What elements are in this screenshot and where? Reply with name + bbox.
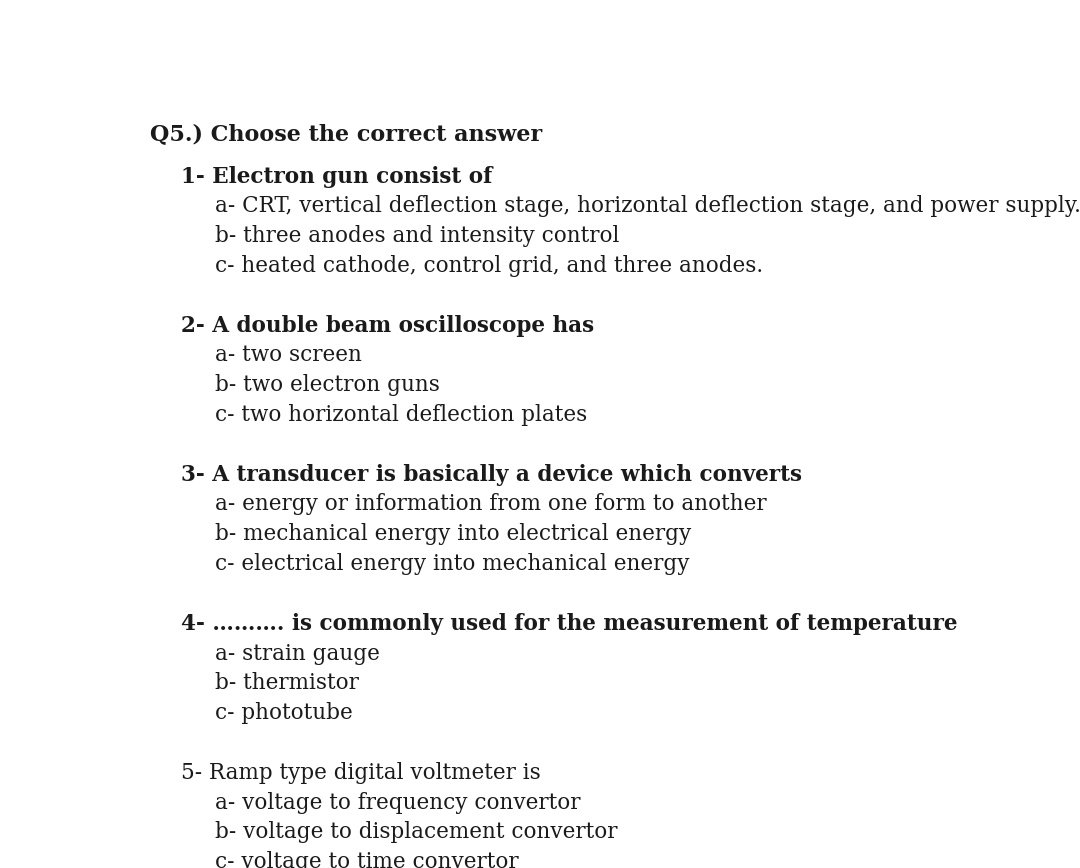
Text: a- strain gauge: a- strain gauge	[215, 642, 379, 665]
Text: b- thermistor: b- thermistor	[215, 672, 359, 694]
Text: b- mechanical energy into electrical energy: b- mechanical energy into electrical ene…	[215, 523, 691, 545]
Text: a- energy or information from one form to another: a- energy or information from one form t…	[215, 494, 766, 516]
Text: 2- A double beam oscilloscope has: 2- A double beam oscilloscope has	[181, 315, 594, 337]
Text: c- heated cathode, control grid, and three anodes.: c- heated cathode, control grid, and thr…	[215, 255, 762, 277]
Text: 1- Electron gun consist of: 1- Electron gun consist of	[181, 166, 492, 187]
Text: c- voltage to time convertor: c- voltage to time convertor	[215, 851, 518, 868]
Text: b- two electron guns: b- two electron guns	[215, 374, 440, 396]
Text: a- voltage to frequency convertor: a- voltage to frequency convertor	[215, 792, 580, 813]
Text: a- two screen: a- two screen	[215, 345, 362, 366]
Text: 4- ………. is commonly used for the measurement of temperature: 4- ………. is commonly used for the measure…	[181, 613, 958, 635]
Text: b- voltage to displacement convertor: b- voltage to displacement convertor	[215, 821, 617, 844]
Text: c- electrical energy into mechanical energy: c- electrical energy into mechanical ene…	[215, 553, 689, 575]
Text: c- two horizontal deflection plates: c- two horizontal deflection plates	[215, 404, 586, 426]
Text: b- three anodes and intensity control: b- three anodes and intensity control	[215, 225, 619, 247]
Text: Q5.) Choose the correct answer: Q5.) Choose the correct answer	[150, 123, 542, 145]
Text: 3- A transducer is basically a device which converts: 3- A transducer is basically a device wh…	[181, 464, 802, 486]
Text: 5- Ramp type digital voltmeter is: 5- Ramp type digital voltmeter is	[181, 762, 541, 784]
Text: a- CRT, vertical deflection stage, horizontal deflection stage, and power supply: a- CRT, vertical deflection stage, horiz…	[215, 195, 1080, 217]
Text: c- phototube: c- phototube	[215, 702, 352, 724]
